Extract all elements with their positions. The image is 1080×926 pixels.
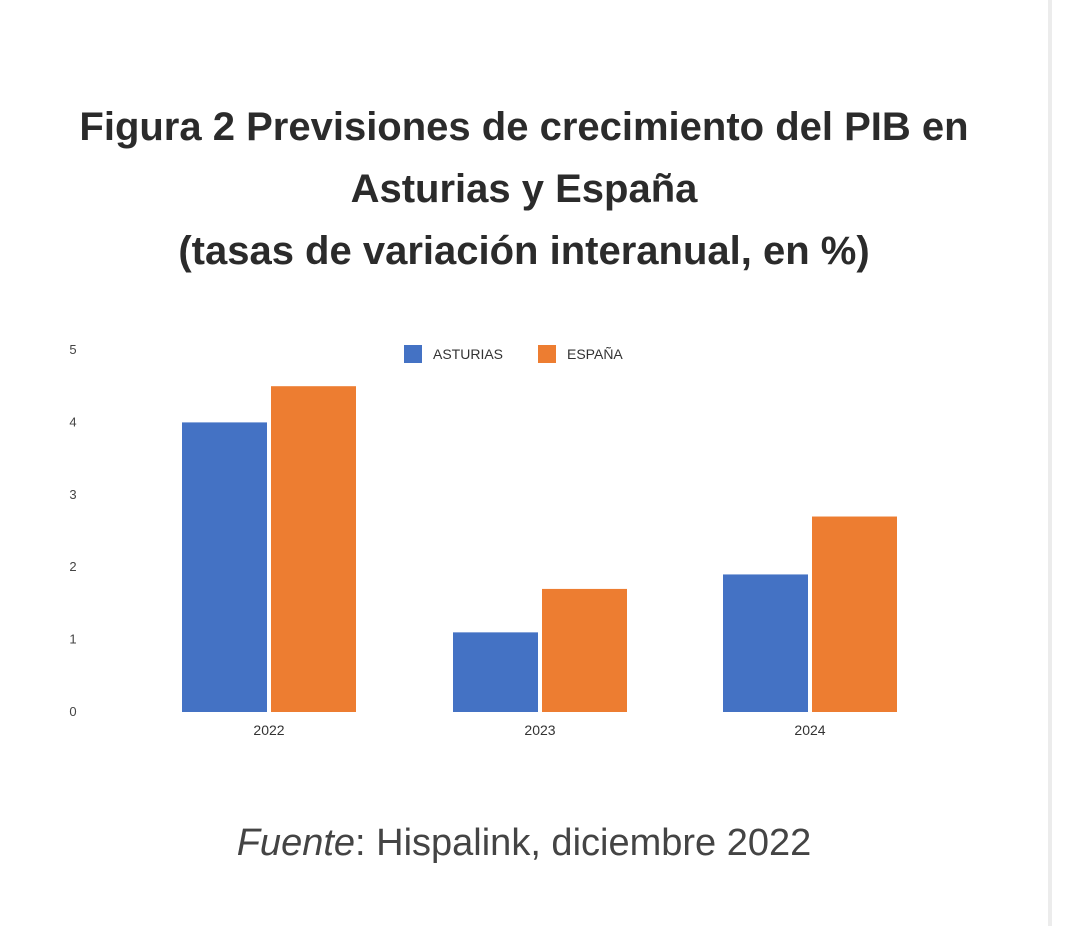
bar-espana-2023 [542,588,627,712]
legend-label: ESPAÑA [567,346,623,362]
y-tick-label: 3 [69,487,76,502]
title-line-1: Figura 2 Previsiones de crecimiento del … [79,105,969,149]
source-note: Fuente: Hispalink, diciembre 2022 [0,822,1048,865]
y-tick-label: 2 [69,559,76,574]
chart-title: Figura 2 Previsiones de crecimiento del … [0,96,1048,282]
x-tick-label: 2022 [253,722,284,738]
y-tick-label: 1 [69,632,76,647]
x-tick-label: 2024 [794,722,825,738]
title-line-2: Asturias y España [350,167,698,211]
bar-espana-2024 [812,516,897,712]
y-tick-label: 5 [69,342,76,357]
source-label: Fuente [236,822,356,864]
x-axis: 2022 2023 2024 [253,722,825,738]
y-tick-label: 4 [69,414,76,429]
bars [182,386,897,712]
legend: ASTURIAS ESPAÑA [404,345,623,363]
bar-chart: 0 1 2 3 4 5 2022 2023 2024 ASTURIAS ESPAÑA [69,342,897,738]
legend-label: ASTURIAS [433,346,503,362]
bar-asturias-2023 [453,632,538,712]
y-axis: 0 1 2 3 4 5 [69,342,76,719]
bar-asturias-2024 [723,574,808,712]
y-tick-label: 0 [69,704,76,719]
right-edge-divider [1048,0,1052,926]
legend-swatch-espana [538,345,556,363]
legend-swatch-asturias [404,345,422,363]
x-tick-label: 2023 [524,722,555,738]
bar-espana-2022 [271,386,356,712]
bar-asturias-2022 [182,422,267,712]
source-text: : Hispalink, diciembre 2022 [355,822,812,864]
title-line-3: (tasas de variación interanual, en %) [178,229,870,273]
